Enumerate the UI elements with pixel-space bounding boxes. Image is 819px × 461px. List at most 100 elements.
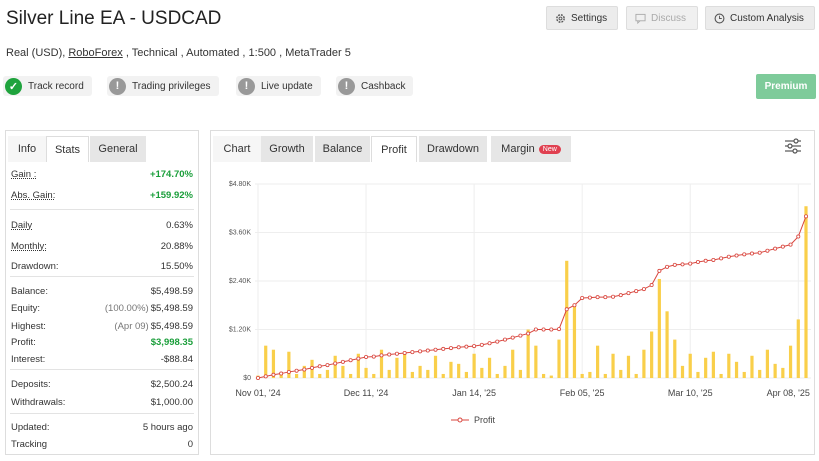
stat-label: Tracking (11, 439, 48, 450)
line-marker (641, 287, 646, 292)
bar (688, 353, 692, 378)
legend-marker (457, 417, 463, 423)
bar (472, 353, 476, 378)
line-marker (796, 234, 801, 239)
info-text: Real (USD), (6, 47, 69, 59)
settings-button[interactable]: Settings (546, 6, 618, 30)
badge: ! Trading privileges (107, 76, 219, 96)
alert-icon: ! (109, 77, 126, 95)
line-marker (611, 294, 616, 299)
badge: ! Live update (236, 76, 321, 96)
line-marker (302, 367, 307, 372)
line-marker (634, 289, 639, 294)
stat-note: (100.00%) (104, 303, 149, 314)
stat-row: Updated: 5 hours ago (11, 422, 193, 433)
tab[interactable]: Balance (315, 136, 370, 162)
stat-label: Withdrawals: (11, 397, 66, 408)
line-marker (387, 352, 392, 357)
bar (511, 349, 515, 378)
line-marker (595, 295, 600, 300)
line-marker (433, 347, 438, 352)
alert-icon: ! (238, 77, 255, 95)
bar (418, 365, 422, 378)
bar (773, 363, 777, 378)
bar (680, 365, 685, 378)
bar (426, 369, 430, 378)
line-marker (618, 293, 623, 298)
stat-row: Monthly: 20.88% (11, 241, 193, 252)
bar (657, 278, 661, 378)
stat-value: $1,000.00 (150, 397, 193, 408)
line-marker (333, 361, 338, 366)
y-tick-label: $0 (243, 375, 251, 382)
stat-row: Drawdown: 15.50% (11, 261, 193, 272)
bar (788, 345, 793, 378)
line-marker (371, 354, 376, 359)
stat-label: Interest: (11, 354, 46, 365)
bar (549, 375, 553, 378)
line-marker (541, 327, 546, 332)
tab-active[interactable]: Stats (46, 136, 89, 162)
broker-link[interactable]: RoboForex (68, 47, 123, 59)
line-marker (757, 250, 762, 255)
line-marker (711, 257, 716, 262)
bar (341, 365, 345, 378)
line-marker (626, 291, 631, 296)
bar (734, 361, 739, 378)
line-marker (572, 303, 577, 308)
badge-label: Track record (28, 80, 84, 92)
discuss-button[interactable]: Discuss (626, 6, 698, 30)
line-marker (418, 349, 423, 354)
bar (650, 331, 654, 378)
chart-panel: Chart Growth Balance Profit Drawdown Margin Ne… (210, 130, 815, 455)
tab-label: Growth (269, 143, 305, 155)
y-tick-label: $2.40K (229, 278, 252, 285)
stat-row: Equity: (100.00%) $5,498.59 (11, 303, 193, 314)
bar (603, 373, 607, 378)
stat-value: 20.88% (160, 241, 193, 252)
badge-label: Live update (261, 80, 313, 92)
bar (395, 357, 399, 378)
bar (526, 329, 530, 378)
line-marker (294, 368, 299, 373)
tab-active[interactable]: Profit (371, 136, 417, 162)
line-marker (780, 244, 785, 249)
tab[interactable]: Chart (213, 136, 261, 162)
stat-row: Balance: $5,498.59 (11, 286, 193, 297)
bar (781, 367, 785, 378)
premium-button[interactable]: Premium (756, 74, 816, 99)
x-tick-label: Feb 05, '25 (560, 388, 605, 398)
tab[interactable]: General (90, 136, 146, 162)
button-label: Custom Analysis (730, 12, 804, 24)
tab[interactable]: Drawdown (419, 136, 487, 162)
bar (742, 371, 746, 378)
tab[interactable]: Growth (261, 136, 313, 162)
info-text: , Technical , Automated , 1:500 , MetaTr… (122, 47, 351, 59)
line-marker (464, 344, 469, 349)
stat-value-wrap: 20.88% (161, 241, 193, 252)
stat-row: Daily 0.63% (11, 220, 193, 231)
tab[interactable]: Margin New (491, 136, 571, 162)
custom-analysis-button[interactable]: Custom Analysis (705, 6, 815, 30)
stat-label: Drawdown: (11, 261, 59, 272)
new-badge: New (538, 144, 561, 154)
line-marker (356, 356, 361, 361)
separator (10, 209, 194, 210)
separator (10, 276, 194, 277)
stat-value-wrap: $2,500.24 (151, 379, 193, 390)
stat-value: 0.63% (166, 220, 193, 231)
bar (325, 369, 330, 378)
stat-label: Abs. Gain: (11, 190, 56, 201)
bar (696, 371, 700, 378)
bar (580, 373, 584, 378)
stat-value-wrap: $1,000.00 (151, 397, 193, 408)
stat-value: $5,498.59 (150, 286, 193, 297)
line-marker (340, 359, 345, 364)
line-marker (279, 371, 284, 376)
y-tick-label: $1.20K (229, 327, 252, 334)
bar (333, 355, 337, 378)
bar (495, 373, 499, 378)
filter-icon[interactable] (783, 137, 803, 155)
bar (711, 351, 715, 378)
tab[interactable]: Info (8, 136, 46, 162)
